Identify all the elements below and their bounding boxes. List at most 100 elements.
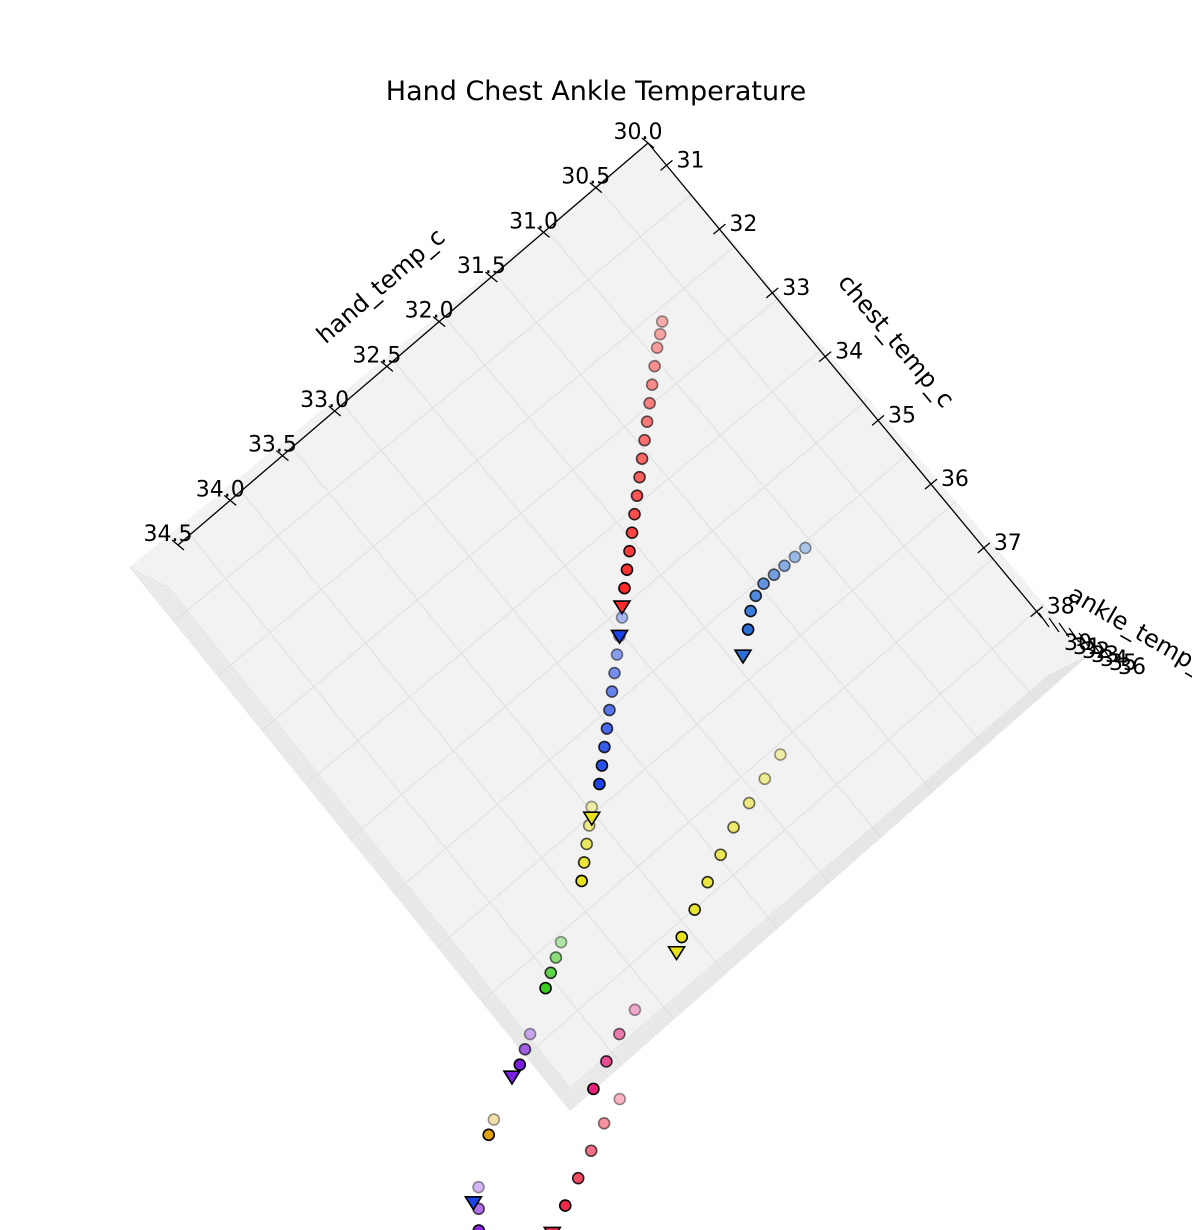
data-point (513, 1058, 527, 1071)
data-point (758, 772, 772, 786)
data-point (610, 648, 624, 661)
y-tick-mark (977, 542, 991, 554)
wall-edge (155, 579, 1063, 1096)
x-tick-label: 31.0 (509, 209, 558, 234)
data-point (757, 577, 770, 590)
z-tick-mark (1068, 627, 1080, 643)
x-tick-mark (223, 494, 237, 506)
data-point (749, 589, 763, 603)
data-point-marker (582, 811, 602, 827)
data-point (518, 1043, 532, 1056)
data-point (482, 1128, 496, 1142)
chart-title: Hand Chest Ankle Temperature (386, 76, 806, 107)
grid-line-y (393, 449, 913, 894)
z-tick-label: 36 (1118, 655, 1146, 680)
data-point (549, 951, 563, 964)
x-tick-mark (380, 360, 394, 372)
x-tick-mark (432, 316, 446, 328)
y-tick-mark (924, 478, 938, 490)
x-tick-label: 33.5 (248, 433, 297, 458)
data-point (744, 604, 757, 618)
pane (130, 143, 1088, 1110)
data-point (558, 1199, 572, 1212)
data-point (645, 378, 659, 392)
data-point (778, 559, 791, 573)
y-tick-mark (765, 287, 779, 299)
data-point (643, 396, 656, 410)
grid-line-y (525, 603, 1045, 1057)
x-tick-mark (484, 271, 498, 283)
z-tick-mark (1058, 622, 1070, 638)
x-tick-label: 34.0 (196, 477, 245, 502)
x-tick-mark (276, 450, 289, 462)
data-point (544, 966, 558, 980)
x-axis-ticks: 30.030.531.031.532.032.533.033.534.034.5 (144, 120, 662, 551)
y-tick-label: 32 (729, 212, 757, 237)
x-tick-mark (328, 405, 342, 417)
data-point (571, 1171, 585, 1185)
z-tick-mark (1048, 617, 1060, 633)
grid-line-x (284, 439, 726, 974)
data-point (774, 748, 787, 761)
data-point (620, 563, 634, 576)
x-tick-mark (171, 539, 185, 551)
grid-line-x (336, 397, 778, 929)
y-axis-line (647, 142, 1043, 619)
z-tick-mark (1088, 637, 1100, 653)
grid-line-x (233, 481, 675, 1020)
data-point (600, 1055, 613, 1068)
data-point (628, 507, 641, 521)
data-point (648, 359, 661, 373)
data-point (742, 796, 756, 810)
data-point (608, 666, 621, 680)
data-point (523, 1027, 537, 1041)
data-point (688, 903, 701, 916)
data-point (584, 1144, 598, 1158)
x-tick-mark (537, 226, 550, 238)
data-point (472, 1224, 486, 1230)
data-point (613, 1092, 627, 1106)
data-point (788, 550, 802, 564)
data-point (741, 623, 755, 636)
wall-edge (129, 566, 1089, 1111)
data-point (640, 415, 654, 429)
wall-edge (140, 571, 1078, 1105)
z-tick-mark (1098, 642, 1110, 658)
x-tick-mark (641, 137, 655, 149)
y-tick-label: 35 (888, 403, 916, 428)
data-point (577, 856, 591, 869)
x-tick-label: 33.0 (300, 388, 349, 413)
data-point (628, 1003, 642, 1017)
data-point (650, 341, 664, 355)
data-point (633, 470, 646, 484)
data-point (487, 1113, 501, 1126)
data-point-marker (667, 945, 687, 962)
data-point (600, 722, 614, 735)
y-tick-label: 33 (782, 276, 810, 301)
grid-line-y (349, 398, 869, 839)
data-point (630, 489, 644, 503)
y-axis-ticks: 31 32 33 34 35 36 37 38 (660, 148, 1075, 620)
wall-edge (166, 584, 1052, 1089)
data-point (675, 930, 689, 944)
data-point (539, 981, 552, 995)
y-tick-label: 38 (1047, 595, 1075, 620)
x-tick-label: 30.5 (561, 165, 610, 190)
data-point (605, 685, 619, 698)
x-tick-mark (589, 182, 603, 194)
data-point (714, 848, 727, 862)
z-tick-mark (1038, 612, 1050, 628)
x-tick-label: 34.5 (144, 522, 193, 547)
grid-line-y (437, 500, 957, 948)
data-point (575, 874, 588, 888)
data-point (554, 935, 568, 949)
wall-edge (160, 582, 1058, 1092)
data-point-marker (542, 1226, 562, 1230)
data-point-marker (610, 629, 629, 645)
data-point (655, 315, 669, 328)
data-point (598, 740, 611, 754)
axes (177, 142, 1043, 619)
data-point (638, 433, 651, 447)
